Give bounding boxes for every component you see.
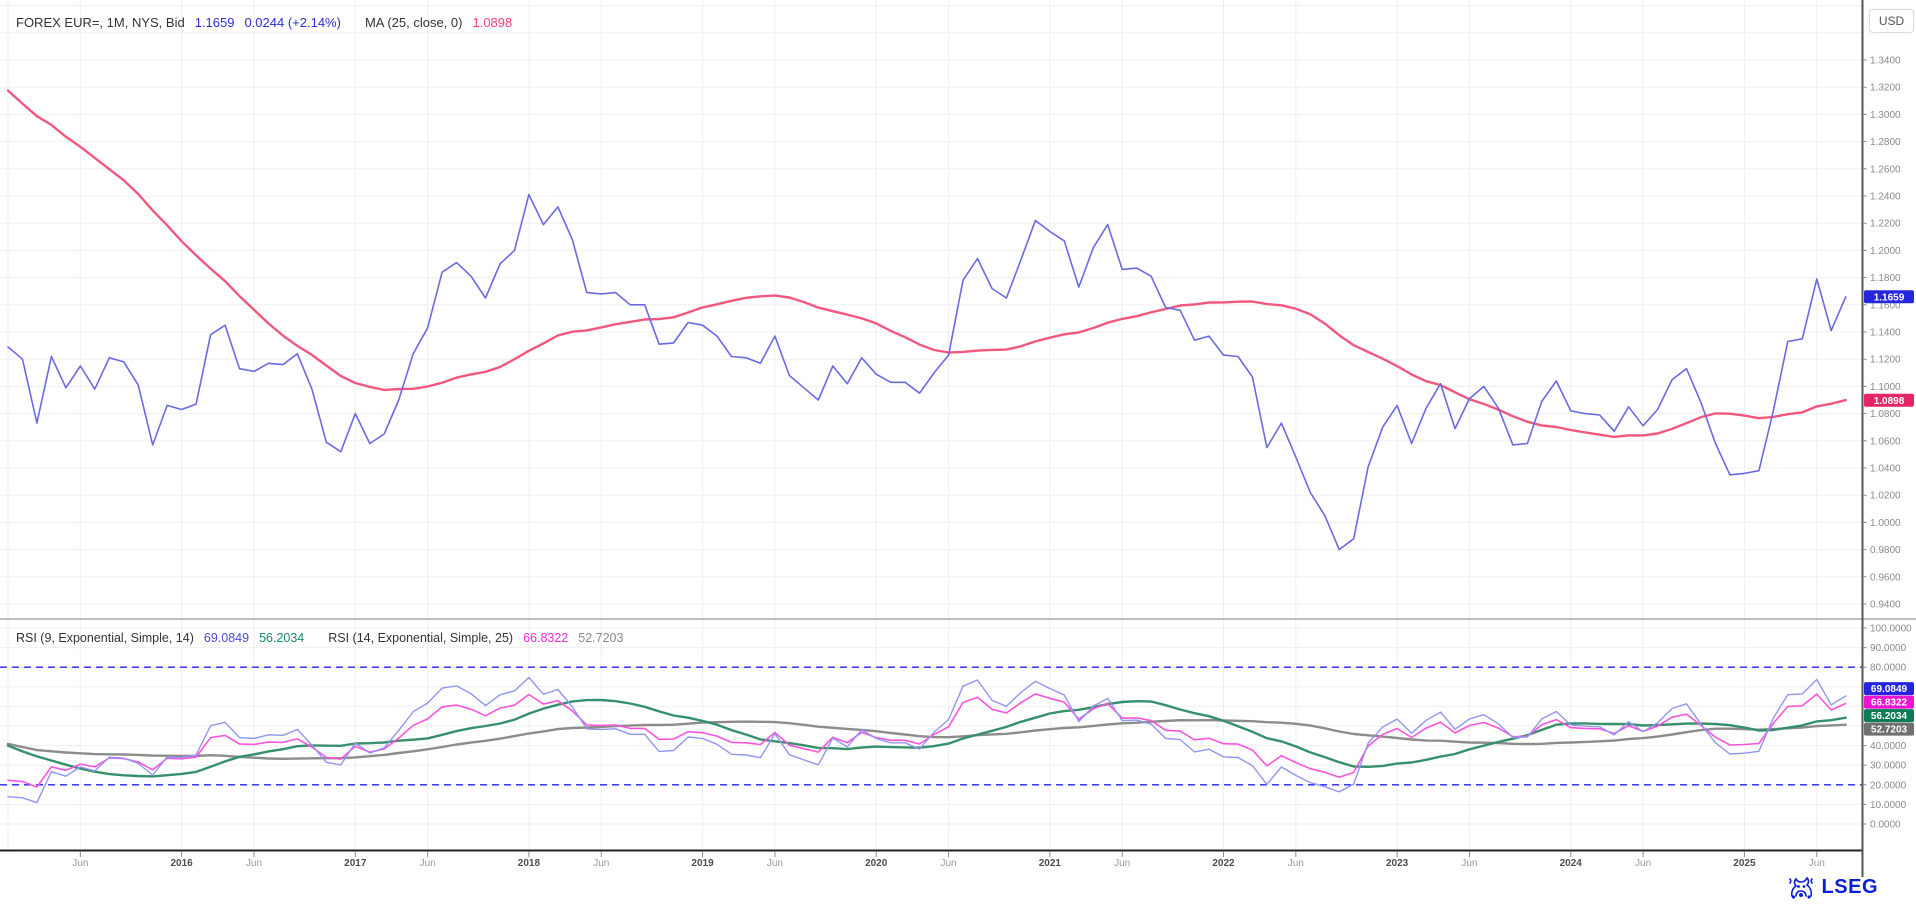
price-tick-label: 1.2800 [1870, 137, 1901, 148]
rsi2-value: 66.8322 [523, 631, 569, 645]
rsi-line-rsi9ma [6, 698, 1847, 778]
axis-badge [1864, 290, 1914, 304]
rsi1-label: RSI (9, Exponential, Simple, 14) [16, 631, 194, 645]
price-tick-label: 1.2000 [1870, 246, 1901, 257]
axis-badge-value: 52.7203 [1871, 725, 1908, 736]
date-label-year: 2021 [1039, 858, 1062, 869]
ma-line [6, 89, 1847, 439]
rsi-tick-label: 30.0000 [1870, 761, 1907, 772]
date-label-year: 2025 [1733, 858, 1756, 869]
price-tick-label: 0.9600 [1870, 572, 1901, 583]
date-label-year: 2018 [518, 858, 541, 869]
date-label-month: Jun [593, 858, 609, 869]
price-tick-label: 1.1200 [1870, 355, 1901, 366]
date-label-year: 2024 [1560, 858, 1583, 869]
lseg-branding: LSEG [1786, 874, 1878, 900]
instrument-title: FOREX EUR=, 1M, NYS, Bid [16, 15, 185, 30]
rsi1-value: 69.0849 [203, 631, 250, 645]
date-label-month: Jun [72, 858, 88, 869]
price-tick-label: 1.3000 [1870, 110, 1901, 121]
rsi-tick-label: 100.0000 [1870, 624, 1912, 635]
instrument-header: FOREX EUR=, 1M, NYS, Bid 1.1659 0.0244 (… [16, 15, 522, 30]
date-label-month: Jun [940, 858, 956, 869]
axis-badge-value: 69.0849 [1871, 684, 1908, 695]
rsi-line-rsi9 [7, 676, 1847, 804]
date-label-month: Jun [246, 858, 262, 869]
price-tick-label: 1.1400 [1870, 328, 1901, 339]
axis-badge-value: 66.8322 [1871, 698, 1908, 709]
price-tick-label: 1.0000 [1870, 518, 1901, 529]
date-label-month: Jun [420, 858, 436, 869]
price-tick-label: 1.2600 [1870, 164, 1901, 175]
price-tick-label: 1.0200 [1870, 491, 1901, 502]
date-label-year: 2020 [865, 858, 888, 869]
date-label-month: Jun [767, 858, 783, 869]
last-price: 1.1659 [194, 15, 235, 30]
axis-badge-value: 1.0898 [1874, 396, 1905, 407]
axis-badge [1864, 695, 1914, 709]
currency-axis-button[interactable]: USD [1869, 9, 1914, 33]
rsi-tick-label: 10.0000 [1870, 800, 1907, 811]
price-tick-label: 1.1000 [1870, 382, 1901, 393]
rsi2-label: RSI (14, Exponential, Simple, 25) [328, 631, 514, 645]
price-tick-label: 0.9400 [1870, 600, 1901, 611]
axis-badge [1864, 722, 1914, 736]
rsi-line-rsi14ma [6, 718, 1847, 760]
ma-indicator-label: MA (25, close, 0) [364, 15, 463, 30]
date-label-month: Jun [1288, 858, 1304, 869]
rsi-tick-label: 40.0000 [1870, 741, 1907, 752]
price-tick-label: 0.9800 [1870, 545, 1901, 556]
rsi-tick-label: 80.0000 [1870, 663, 1907, 674]
axis-badge [1864, 682, 1914, 696]
price-change: 0.0244 (+2.14%) [244, 15, 341, 30]
price-tick-label: 1.2200 [1870, 219, 1901, 230]
rsi-tick-label: 0.0000 [1870, 820, 1901, 831]
date-label-year: 2019 [691, 858, 714, 869]
price-tick-label: 1.0800 [1870, 409, 1901, 420]
date-label-year: 2022 [1212, 858, 1235, 869]
rsi-tick-label: 20.0000 [1870, 780, 1907, 791]
rsi2-ma-value: 52.7203 [578, 631, 624, 645]
axis-badge [1864, 393, 1914, 407]
date-label-month: Jun [1461, 858, 1477, 869]
date-label-month: Jun [1809, 858, 1825, 869]
ma-indicator-value: 1.0898 [472, 15, 513, 30]
lseg-lion-icon [1788, 876, 1813, 899]
price-tick-label: 1.0400 [1870, 464, 1901, 475]
price-tick-label: 1.1600 [1870, 300, 1901, 311]
rsi1-ma-value: 56.2034 [259, 631, 305, 645]
price-tick-label: 1.3400 [1870, 56, 1901, 67]
price-tick-label: 1.2400 [1870, 192, 1901, 203]
lseg-logo-text: LSEG [1821, 875, 1878, 898]
date-label-year: 2017 [344, 858, 367, 869]
axis-badge-value: 1.1659 [1874, 292, 1905, 303]
rsi-tick-label: 90.0000 [1870, 643, 1907, 654]
date-label-month: Jun [1635, 858, 1651, 869]
axis-badge [1864, 709, 1914, 723]
price-line [7, 193, 1847, 551]
price-tick-label: 1.1800 [1870, 273, 1901, 284]
price-tick-label: 1.0600 [1870, 436, 1901, 447]
axis-badge-value: 56.2034 [1871, 711, 1908, 722]
price-tick-label: 1.3200 [1870, 83, 1901, 94]
date-label-year: 2016 [171, 858, 194, 869]
date-label-month: Jun [1114, 858, 1130, 869]
rsi-indicator-header: RSI (9, Exponential, Simple, 14) 69.0849… [16, 631, 633, 645]
date-label-year: 2023 [1386, 858, 1409, 869]
